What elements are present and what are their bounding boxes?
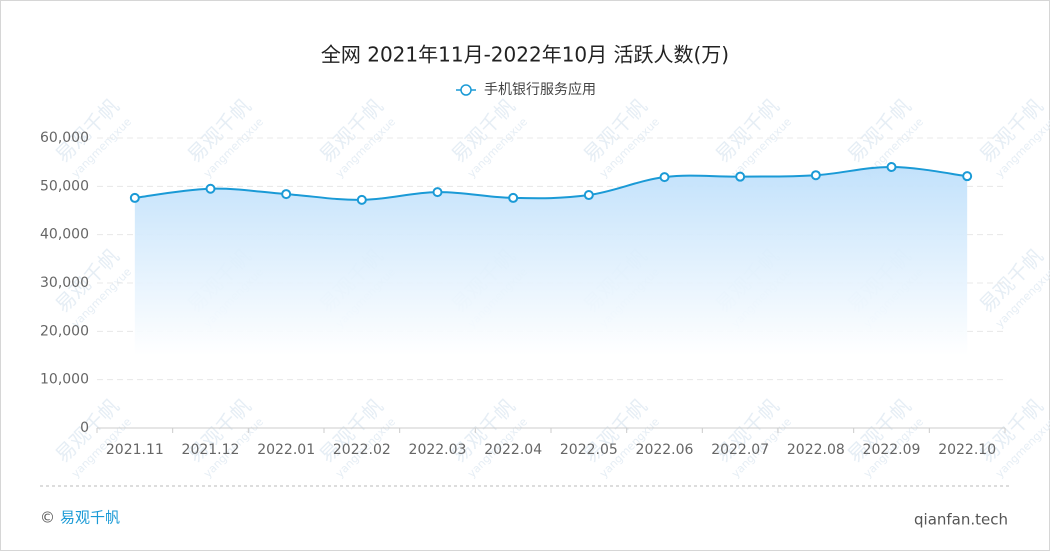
- x-tick-label: 2022.02: [333, 442, 391, 458]
- plot: 0 10,000 20,000 30,000 40,000 50,000 60,000 202…: [40, 81, 1006, 458]
- data-point: [659, 172, 670, 183]
- data-point: [356, 194, 367, 205]
- y-tick-label: 20,000: [40, 323, 89, 339]
- data-point: [129, 192, 140, 203]
- y-tick-label: 40,000: [40, 227, 89, 243]
- data-point: [281, 189, 292, 200]
- y-tick-label: 0: [80, 420, 89, 436]
- data-point: [432, 187, 443, 198]
- x-tick-label: 2022.04: [484, 442, 542, 458]
- x-tick-label: 2022.07: [711, 442, 769, 458]
- y-tick-label: 50,000: [40, 178, 89, 194]
- data-point: [508, 192, 519, 203]
- x-tick-label: 2021.12: [182, 442, 240, 458]
- data-point: [810, 170, 821, 181]
- data-point: [583, 190, 594, 201]
- footer-site: qianfan.tech: [914, 511, 1008, 529]
- area: [134, 166, 968, 356]
- y-tick-label: 10,000: [40, 372, 89, 388]
- footer-brand: 易观千帆: [60, 509, 120, 527]
- x-tick-label: 2022.03: [409, 442, 467, 458]
- line: [134, 165, 968, 201]
- chart-title: 全网 2021年11月-2022年10月 活跃人数(万): [321, 43, 729, 67]
- legend-label: 手机银行服务应用: [484, 81, 596, 98]
- data-point: [886, 162, 897, 172]
- data-point: [205, 183, 216, 194]
- x-tick-label: 2022.06: [636, 442, 694, 458]
- x-tick-label: 2022.08: [787, 442, 845, 458]
- x-tick-label: 2022.01: [257, 442, 315, 458]
- data-point: [735, 171, 746, 182]
- x-tick-label: 2022.09: [863, 442, 921, 458]
- y-tick-label: 30,000: [40, 275, 89, 291]
- legend-marker: [460, 84, 472, 96]
- x-tick-label: 2022.05: [560, 442, 618, 458]
- data-point: [962, 171, 973, 182]
- copyright: ©: [40, 509, 55, 527]
- x-tick-label: 2022.10: [938, 442, 996, 458]
- x-tick-label: 2021.11: [106, 442, 164, 458]
- y-tick-label: 60,000: [40, 130, 89, 146]
